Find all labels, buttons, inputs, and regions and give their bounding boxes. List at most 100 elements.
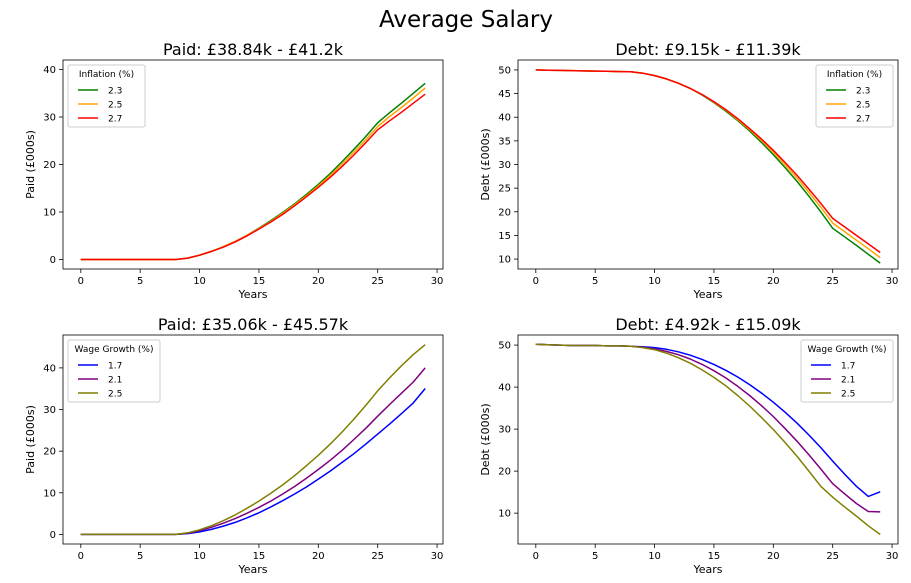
x-tick-label: 20 [767, 276, 780, 287]
y-tick-label: 50 [498, 65, 511, 76]
legend-box [800, 339, 894, 403]
x-tick-label: 20 [312, 551, 325, 562]
legend-box [67, 339, 161, 403]
legend-label: 2.5 [841, 390, 855, 400]
x-tick-label: 5 [592, 276, 598, 287]
legend: Inflation (%) 2.3 2.5 2.7 [67, 64, 146, 128]
axes-frame [517, 59, 899, 270]
x-tick-label: 0 [533, 551, 539, 562]
x-tick-label: 30 [431, 551, 444, 562]
y-axis-label: Debt (£000s) [479, 403, 492, 475]
y-tick-label: 15 [498, 231, 511, 242]
x-tick-label: 25 [826, 276, 839, 287]
series-line-1.7 [80, 388, 426, 536]
x-tick-label: 30 [431, 276, 444, 287]
legend-label: 1.7 [841, 362, 855, 372]
y-tick-label: 10 [498, 255, 511, 266]
x-tick-label: 25 [371, 551, 384, 562]
x-tick-label: 15 [253, 551, 266, 562]
x-tick-label: 20 [767, 551, 780, 562]
x-tick-label: 5 [592, 551, 598, 562]
y-tick-label: 20 [43, 160, 56, 171]
chart-title: Debt: £4.92k - £15.09k [615, 315, 801, 334]
y-tick-label: 40 [43, 363, 56, 374]
y-tick-label: 40 [43, 65, 56, 76]
axes-frame [62, 334, 444, 545]
legend-label: 2.3 [108, 87, 122, 97]
y-axis-label: Paid (£000s) [24, 405, 37, 474]
axes-frame [517, 334, 899, 545]
legend-title: Inflation (%) [79, 70, 134, 80]
y-tick-label: 30 [498, 160, 511, 171]
x-tick-label: 0 [533, 276, 539, 287]
x-axis-label: Years [692, 288, 722, 301]
axes-frame [62, 59, 444, 270]
y-tick-label: 10 [43, 208, 56, 219]
series-line-2.5 [80, 344, 426, 536]
legend-label: 1.7 [108, 362, 122, 372]
legend-label: 2.7 [108, 115, 122, 125]
y-tick-label: 0 [50, 255, 56, 266]
x-tick-label: 10 [648, 551, 661, 562]
y-tick-label: 0 [50, 530, 56, 541]
legend-title: Inflation (%) [827, 70, 882, 80]
x-tick-label: 5 [137, 551, 143, 562]
x-axis-label: Years [692, 563, 722, 576]
x-tick-label: 25 [371, 276, 384, 287]
legend-label: 2.3 [856, 87, 870, 97]
x-axis-label: Years [237, 288, 267, 301]
y-tick-label: 45 [498, 89, 511, 100]
x-tick-label: 20 [312, 276, 325, 287]
x-tick-label: 10 [648, 276, 661, 287]
legend-label: 2.5 [856, 101, 870, 111]
chart-grid: Paid: £38.84k - £41.2k 0 5 10 15 20 25 30 0 10 20 3… [24, 40, 898, 576]
y-tick-label: 35 [498, 136, 511, 147]
y-tick-label: 20 [498, 467, 511, 478]
x-tick-label: 15 [708, 276, 721, 287]
x-axis-label: Years [237, 563, 267, 576]
y-tick-label: 10 [498, 509, 511, 520]
y-tick-label: 10 [43, 488, 56, 499]
y-tick-label: 30 [43, 113, 56, 124]
legend-label: 2.1 [841, 376, 855, 386]
chart-panel-2: Debt: £9.15k - £11.39k 0 5 10 15 20 25 30 10 15 20… [479, 40, 898, 301]
chart-title: Paid: £38.84k - £41.2k [163, 40, 344, 59]
legend-label: 2.1 [108, 376, 122, 386]
y-tick-label: 30 [43, 405, 56, 416]
legend-box [67, 64, 146, 128]
legend-label: 2.7 [856, 115, 870, 125]
y-axis-label: Debt (£000s) [479, 128, 492, 200]
legend: Wage Growth (%) 1.7 2.1 2.5 [67, 339, 161, 403]
chart-panel-3: Paid: £35.06k - £45.57k 0 5 10 15 20 25 30 0 10 20… [24, 315, 443, 576]
legend: Inflation (%) 2.3 2.5 2.7 [815, 64, 894, 128]
chart-title: Paid: £35.06k - £45.57k [158, 315, 349, 334]
y-tick-label: 30 [498, 425, 511, 436]
legend-title: Wage Growth (%) [75, 345, 154, 355]
y-tick-label: 25 [498, 184, 511, 195]
legend: Wage Growth (%) 1.7 2.1 2.5 [800, 339, 894, 403]
legend-label: 2.5 [108, 390, 122, 400]
series-line-2.7 [535, 69, 881, 254]
figure-suptitle: Average Salary [379, 7, 553, 33]
chart-title: Debt: £9.15k - £11.39k [615, 40, 801, 59]
y-tick-label: 40 [498, 113, 511, 124]
y-tick-label: 40 [498, 383, 511, 394]
x-tick-label: 30 [886, 276, 899, 287]
chart-panel-1: Paid: £38.84k - £41.2k 0 5 10 15 20 25 30 0 10 20 3… [24, 40, 443, 301]
x-tick-label: 5 [137, 276, 143, 287]
series-line-2.7 [80, 93, 426, 261]
x-tick-label: 25 [826, 551, 839, 562]
x-tick-label: 0 [78, 276, 84, 287]
y-tick-label: 20 [498, 207, 511, 218]
x-tick-label: 10 [193, 276, 206, 287]
y-axis-label: Paid (£000s) [24, 130, 37, 199]
y-tick-label: 50 [498, 341, 511, 352]
y-tick-label: 20 [43, 447, 56, 458]
legend-box [815, 64, 894, 128]
series-line-2.5 [535, 343, 881, 536]
x-tick-label: 30 [886, 551, 899, 562]
x-tick-label: 15 [253, 276, 266, 287]
legend-label: 2.5 [108, 101, 122, 111]
x-tick-label: 0 [78, 551, 84, 562]
legend-title: Wage Growth (%) [808, 345, 887, 355]
